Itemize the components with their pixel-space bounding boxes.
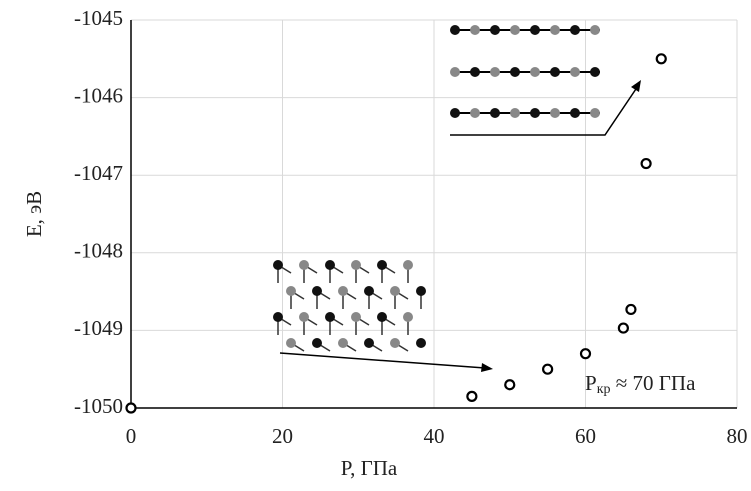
atom <box>550 25 560 35</box>
atom <box>377 260 387 270</box>
arrow <box>279 352 486 369</box>
data-point <box>625 303 637 316</box>
x-tick-label: 60 <box>575 424 596 448</box>
atom <box>416 286 426 296</box>
data-point <box>504 379 516 391</box>
atom <box>510 25 520 35</box>
atom <box>416 338 426 348</box>
atom <box>450 25 460 35</box>
annotation-base: P <box>585 371 597 395</box>
atom <box>490 108 500 118</box>
atom <box>364 338 374 348</box>
y-tick-label: -1048 <box>74 239 123 263</box>
atom <box>312 338 322 348</box>
atom <box>351 260 361 270</box>
atom <box>273 260 283 270</box>
atom <box>286 338 296 348</box>
atom <box>530 67 540 77</box>
data-point <box>617 322 629 334</box>
arrow-head <box>481 363 493 372</box>
data-point <box>640 157 652 170</box>
data-point <box>125 402 137 414</box>
data-point <box>655 53 667 65</box>
y-tick-label: -1046 <box>74 83 123 107</box>
atom <box>450 67 460 77</box>
x-tick-label: 0 <box>126 424 137 448</box>
atom <box>590 25 600 35</box>
atom <box>338 338 348 348</box>
arrow <box>450 85 639 136</box>
y-axis-label: E, эВ <box>22 191 46 237</box>
atom <box>273 312 283 322</box>
atom <box>550 108 560 118</box>
annotation-rest: ≈ 70 ГПа <box>611 371 697 395</box>
atom <box>510 108 520 118</box>
atom <box>470 25 480 35</box>
structure-insets <box>273 25 641 372</box>
atom <box>312 286 322 296</box>
atom <box>325 312 335 322</box>
atom <box>351 312 361 322</box>
atom <box>530 108 540 118</box>
x-tick-label: 40 <box>424 424 445 448</box>
atom <box>570 25 580 35</box>
atom <box>490 25 500 35</box>
x-tick-label: 20 <box>272 424 293 448</box>
atom <box>390 338 400 348</box>
annotation: Pкр ≈ 70 ГПа <box>585 371 696 397</box>
data-point <box>579 348 592 360</box>
atom <box>299 260 309 270</box>
atom <box>338 286 348 296</box>
x-axis-label: P, ГПа <box>341 456 398 480</box>
grid <box>130 19 738 409</box>
annotation-sub: кр <box>597 382 611 397</box>
atom <box>490 67 500 77</box>
atom <box>470 67 480 77</box>
atom <box>325 260 335 270</box>
atom <box>530 25 540 35</box>
atom <box>390 286 400 296</box>
atom <box>299 312 309 322</box>
atom <box>286 286 296 296</box>
atom <box>510 67 520 77</box>
atom <box>570 67 580 77</box>
atom <box>377 312 387 322</box>
y-tick-label: -1049 <box>74 316 123 340</box>
data-point <box>466 390 478 402</box>
data-point <box>542 363 554 375</box>
y-tick-label: -1047 <box>74 161 123 185</box>
atom <box>470 108 480 118</box>
x-tick-label: 80 <box>727 424 748 448</box>
y-tick-label: -1045 <box>74 6 123 30</box>
arrow-head <box>631 80 641 92</box>
atom <box>364 286 374 296</box>
atom <box>403 312 413 322</box>
atom <box>550 67 560 77</box>
y-tick-label: -1050 <box>74 394 123 418</box>
atom <box>403 260 413 270</box>
atom <box>590 108 600 118</box>
atom <box>570 108 580 118</box>
atom <box>590 67 600 77</box>
atom <box>450 108 460 118</box>
